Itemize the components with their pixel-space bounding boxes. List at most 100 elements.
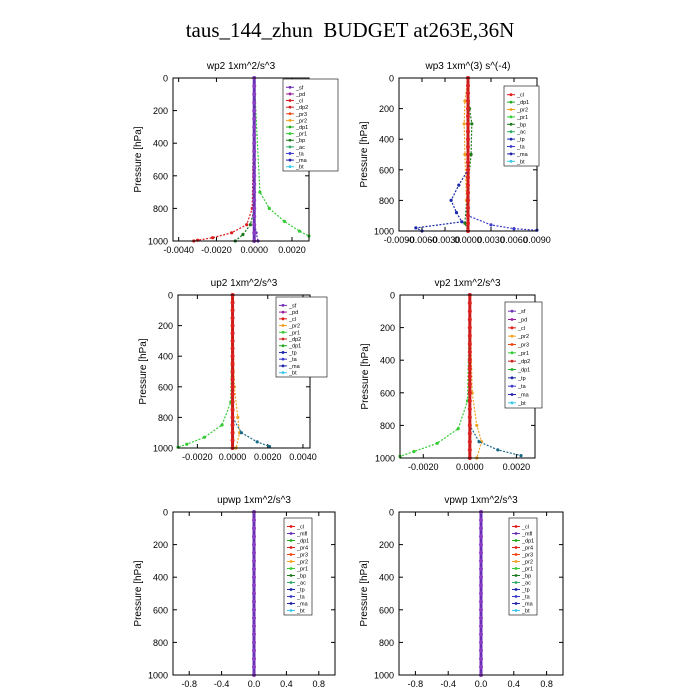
legend-marker bbox=[510, 334, 514, 338]
series-line-pr1 bbox=[253, 77, 310, 237]
data-point bbox=[469, 152, 473, 157]
series-line-tp bbox=[413, 78, 469, 232]
data-point bbox=[252, 518, 256, 523]
data-point bbox=[230, 300, 235, 305]
x-tick-label: 0.0000 bbox=[454, 235, 482, 245]
series-line-cl bbox=[193, 77, 255, 242]
legend-entry: _pr2 bbox=[296, 560, 308, 566]
data-point bbox=[230, 392, 235, 397]
chart-title: wp3 1xm^(3) s^(-4) bbox=[425, 61, 511, 72]
y-tick-label: 800 bbox=[379, 196, 394, 206]
y-tick-label: 200 bbox=[379, 540, 394, 550]
data-point bbox=[479, 591, 483, 596]
y-tick-label: 400 bbox=[380, 356, 395, 366]
data-point bbox=[245, 223, 249, 227]
x-tick-label: -0.0020 bbox=[201, 245, 232, 255]
y-tick-label: 1000 bbox=[148, 671, 168, 681]
y-tick-label: 400 bbox=[379, 135, 394, 145]
legend-marker bbox=[288, 99, 292, 102]
chart-title: up2 1xm^2/s^3 bbox=[211, 278, 278, 289]
data-point bbox=[467, 358, 472, 363]
data-point bbox=[230, 438, 235, 443]
data-point bbox=[479, 567, 483, 572]
y-tick-label: 1000 bbox=[153, 444, 173, 454]
chart-title: vp2 1xm^2/s^3 bbox=[434, 278, 501, 289]
legend-marker bbox=[281, 337, 285, 341]
legend-marker bbox=[281, 364, 285, 368]
chart-title: vpwp 1xm^2/s^3 bbox=[444, 495, 518, 506]
data-point bbox=[479, 656, 483, 661]
legend-entry: _bt bbox=[296, 609, 305, 615]
x-tick-label: 0.0020 bbox=[503, 462, 531, 472]
data-point bbox=[230, 361, 235, 366]
data-point bbox=[282, 219, 286, 223]
legend-entry: _bt bbox=[517, 401, 526, 407]
data-point bbox=[466, 98, 470, 103]
x-tick-label: -0.0090 bbox=[384, 235, 415, 245]
data-point bbox=[467, 301, 472, 306]
legend-box bbox=[275, 296, 328, 378]
x-tick-label: 0.4 bbox=[280, 679, 293, 689]
legend-entry: _pr2 bbox=[517, 334, 529, 340]
x-tick-label: 0.4 bbox=[508, 679, 521, 689]
legend-entry: _bp bbox=[295, 138, 305, 144]
legend-entry: _pd bbox=[295, 92, 305, 98]
x-tick-label: 0.0 bbox=[248, 679, 261, 689]
legend-entry: _ma bbox=[517, 393, 530, 399]
data-point bbox=[435, 441, 439, 445]
legend-marker bbox=[288, 118, 292, 122]
data-point bbox=[230, 308, 235, 313]
legend-entry: _pr1 bbox=[296, 567, 308, 573]
data-point bbox=[463, 99, 467, 103]
data-point bbox=[466, 213, 470, 218]
legend-entry: _cl bbox=[516, 93, 524, 99]
chart-legend: _cl_dp1 _pr2_pr1_bp _ac_tp _ta_ma_bt bbox=[503, 85, 540, 167]
legend-marker bbox=[510, 359, 514, 363]
data-point bbox=[252, 615, 256, 620]
data-point bbox=[252, 116, 257, 121]
data-point bbox=[185, 442, 189, 446]
legend-entry: _tp bbox=[517, 376, 526, 382]
legend-entry: _pr2 bbox=[516, 108, 528, 114]
y-tick-label: 1000 bbox=[375, 454, 395, 464]
data-point bbox=[230, 407, 235, 412]
data-point bbox=[230, 346, 235, 351]
legend-marker bbox=[289, 546, 293, 549]
legend-entry: _bt bbox=[288, 371, 297, 377]
chart-panel-3: up2 1xm^2/s^3 Pressure [hPa] 0 200 400 600 800… bbox=[138, 278, 328, 462]
legend-entry: _ta bbox=[517, 384, 527, 390]
y-tick-label: 1000 bbox=[374, 227, 394, 237]
y-axis-label: Pressure [hPa] bbox=[360, 343, 371, 409]
legend-entry: _ma bbox=[516, 152, 529, 158]
chart-legend: _cl_mfl_dp1_pr4_pr3_pr2_pr1_bp_ac_tp_ta_… bbox=[508, 517, 538, 616]
legend-marker bbox=[289, 567, 293, 570]
legend-marker bbox=[509, 108, 513, 111]
legend-marker bbox=[509, 115, 513, 119]
data-point bbox=[236, 415, 240, 419]
y-tick-label: 800 bbox=[153, 638, 168, 648]
data-point bbox=[479, 575, 483, 580]
data-point bbox=[479, 624, 483, 629]
data-point bbox=[252, 542, 256, 547]
data-point bbox=[479, 534, 483, 539]
legend-marker bbox=[514, 546, 518, 549]
y-tick-label: 600 bbox=[158, 382, 173, 392]
legend-entry: _ta bbox=[288, 357, 298, 363]
chart-panel-1: wp2 1xm^2/s^3 Pressure [hPa] 0 200 400 600 800… bbox=[133, 61, 339, 255]
data-point bbox=[252, 534, 256, 539]
legend-marker bbox=[281, 330, 285, 334]
y-axis-label: Pressure [hPa] bbox=[359, 121, 370, 187]
data-point bbox=[466, 83, 470, 88]
data-point bbox=[470, 122, 474, 126]
legend-entry: _sf bbox=[288, 303, 297, 309]
legend-marker bbox=[510, 343, 514, 346]
data-point bbox=[466, 198, 470, 203]
legend-entry: _cl bbox=[296, 525, 304, 531]
legend-entry: _sf bbox=[517, 309, 526, 315]
legend-entry: _ma bbox=[521, 602, 534, 608]
data-point bbox=[252, 124, 257, 129]
legend-entry: _cl bbox=[521, 525, 529, 531]
data-point bbox=[479, 664, 483, 669]
legend-entry: _bp bbox=[296, 574, 306, 580]
